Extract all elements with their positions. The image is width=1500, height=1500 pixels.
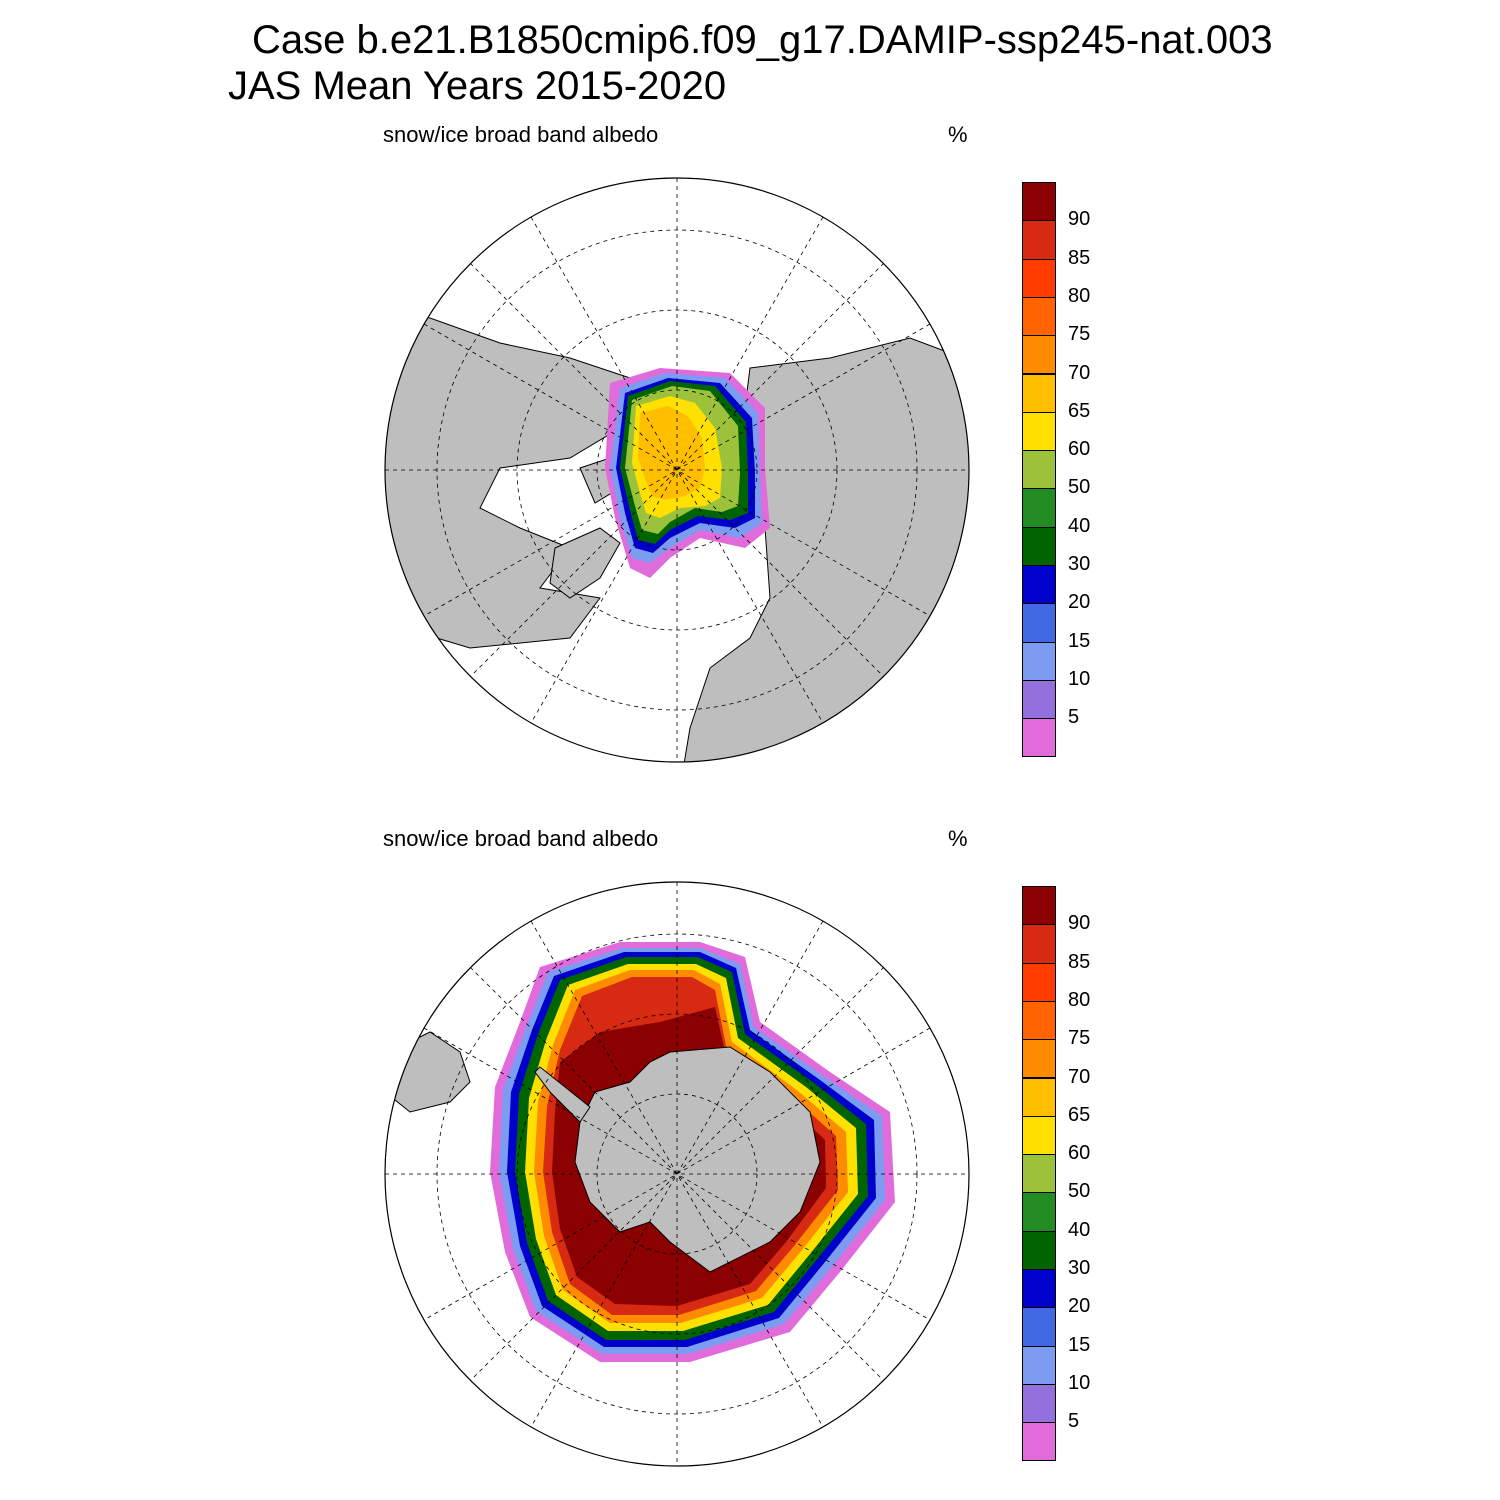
- north-colorbar-swatch: [1022, 335, 1056, 375]
- land-greenland: [549, 527, 621, 599]
- south-colorbar-swatch: [1022, 1077, 1056, 1117]
- south-colorbar-swatch: [1022, 1383, 1056, 1424]
- north-colorbar-tick-label: 85: [1068, 246, 1091, 269]
- north-colorbar-tick-label: 75: [1068, 323, 1091, 346]
- south-colorbar-swatch: [1022, 1192, 1056, 1232]
- south-colorbar-tick-label: 40: [1068, 1218, 1091, 1241]
- figure-title-line1: Case b.e21.B1850cmip6.f09_g17.DAMIP-ssp2…: [252, 18, 1273, 62]
- north-colorbar-tick-label: 15: [1068, 629, 1091, 652]
- south-colorbar-swatch: [1022, 1230, 1056, 1270]
- south-colorbar-tick-label: 65: [1068, 1103, 1091, 1126]
- panel-south-units: %: [948, 826, 968, 851]
- south-colorbar-swatch: [1022, 1422, 1056, 1462]
- south-colorbar-swatch: [1022, 1115, 1056, 1156]
- north-colorbar-swatch: [1022, 411, 1056, 452]
- south-colorbar-tick-label: 80: [1068, 988, 1091, 1011]
- south-colorbar-swatch: [1022, 1269, 1056, 1309]
- south-colorbar-tick-label: 5: [1068, 1410, 1080, 1433]
- north-colorbar-tick-label: 65: [1068, 399, 1091, 422]
- figure-title-line2: JAS Mean Years 2015-2020: [228, 64, 727, 108]
- south-colorbar-swatch: [1022, 1154, 1056, 1194]
- south-colorbar-tick-label: 15: [1068, 1333, 1091, 1356]
- land-north-america: [385, 307, 631, 649]
- south-colorbar-tick-label: 70: [1068, 1065, 1091, 1088]
- north-colorbar-tick-label: 70: [1068, 361, 1091, 384]
- panel-south-label: snow/ice broad band albedo: [383, 826, 659, 851]
- north-polar-map: [384, 177, 970, 763]
- north-colorbar-tick-label: 10: [1068, 667, 1091, 690]
- north-colorbar-swatch: [1022, 526, 1056, 566]
- south-colorbar-swatch: [1022, 1307, 1056, 1347]
- north-colorbar-swatch: [1022, 488, 1056, 528]
- south-colorbar-swatch: [1022, 886, 1056, 926]
- south-colorbar-tick-label: 20: [1068, 1295, 1091, 1318]
- south-polar-map: [384, 881, 970, 1467]
- south-colorbar-swatch: [1022, 1000, 1056, 1041]
- north-colorbar-tick-label: 5: [1068, 706, 1080, 729]
- north-colorbar-tick-label: 60: [1068, 438, 1091, 461]
- north-colorbar-swatch: [1022, 679, 1056, 720]
- north-colorbar-swatch: [1022, 603, 1056, 643]
- south-colorbar-swatch: [1022, 1345, 1056, 1385]
- north-colorbar-tick-label: 50: [1068, 476, 1091, 499]
- north-colorbar-swatch: [1022, 641, 1056, 681]
- south-colorbar-tick-label: 75: [1068, 1027, 1091, 1050]
- north-colorbar-swatch: [1022, 373, 1056, 413]
- north-colorbar-tick-label: 20: [1068, 591, 1091, 614]
- panel-north-units: %: [948, 122, 968, 147]
- north-colorbar-tick-label: 80: [1068, 284, 1091, 307]
- south-colorbar-tick-label: 60: [1068, 1142, 1091, 1165]
- north-colorbar-swatch: [1022, 220, 1056, 260]
- south-colorbar-tick-label: 10: [1068, 1371, 1091, 1394]
- south-colorbar-tick-label: 90: [1068, 912, 1091, 935]
- panel-north-label: snow/ice broad band albedo: [383, 122, 659, 147]
- south-colorbar-swatch: [1022, 962, 1056, 1002]
- north-colorbar-tick-label: 40: [1068, 514, 1091, 537]
- north-colorbar-tick-label: 90: [1068, 208, 1091, 231]
- north-colorbar-swatch: [1022, 258, 1056, 298]
- south-colorbar-tick-label: 30: [1068, 1257, 1091, 1279]
- north-colorbar-swatch: [1022, 450, 1056, 490]
- south-colorbar-tick-label: 85: [1068, 950, 1091, 973]
- north-colorbar-swatch: [1022, 718, 1056, 758]
- south-colorbar-tick-label: 50: [1068, 1180, 1091, 1203]
- north-colorbar-tick-label: 30: [1068, 553, 1091, 575]
- north-colorbar-swatch: [1022, 296, 1056, 337]
- south-colorbar-swatch: [1022, 924, 1056, 964]
- north-colorbar-swatch: [1022, 182, 1056, 222]
- south-colorbar-swatch: [1022, 1039, 1056, 1079]
- north-colorbar-swatch: [1022, 565, 1056, 605]
- land-antarctic-peninsula: [534, 1066, 591, 1123]
